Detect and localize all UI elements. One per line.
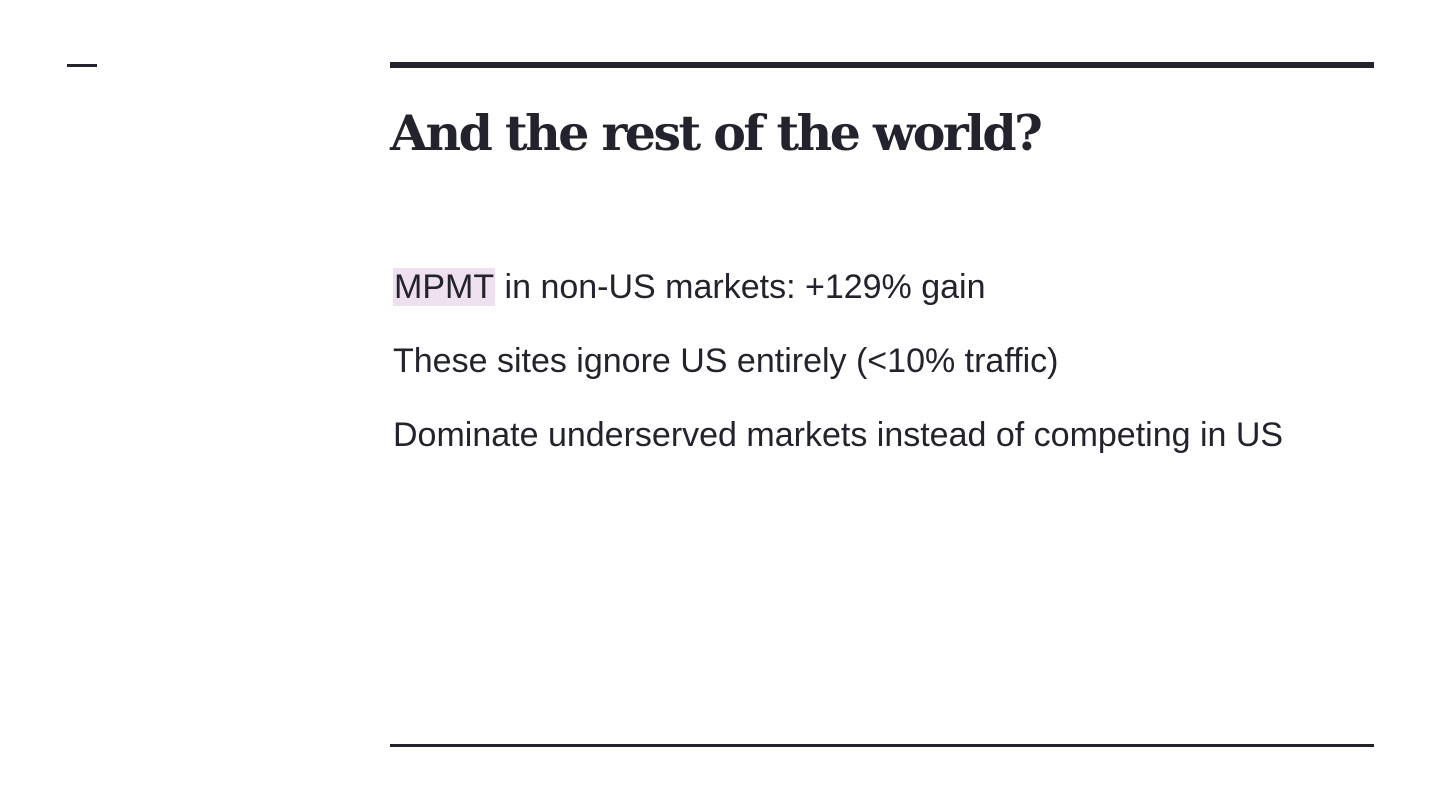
bullet-list: MPMT in non-US markets: +129% gain These…: [393, 264, 1283, 486]
bullet-text: These sites ignore US entirely (<10% tra…: [393, 342, 1059, 380]
bullet-item-1: MPMT in non-US markets: +129% gain: [393, 264, 1283, 338]
top-rule-divider: [390, 62, 1374, 68]
bullet-text: Dominate underserved markets instead of …: [393, 416, 1284, 454]
corner-dash-decoration: [67, 64, 97, 67]
highlighted-term: MPMT: [393, 268, 496, 306]
bullet-item-2: These sites ignore US entirely (<10% tra…: [393, 338, 1283, 412]
slide-title: And the rest of the world?: [390, 104, 1043, 162]
bottom-rule-divider: [390, 744, 1374, 747]
bullet-text: in non-US markets: +129% gain: [495, 268, 986, 306]
bullet-item-3: Dominate underserved markets instead of …: [393, 412, 1283, 486]
